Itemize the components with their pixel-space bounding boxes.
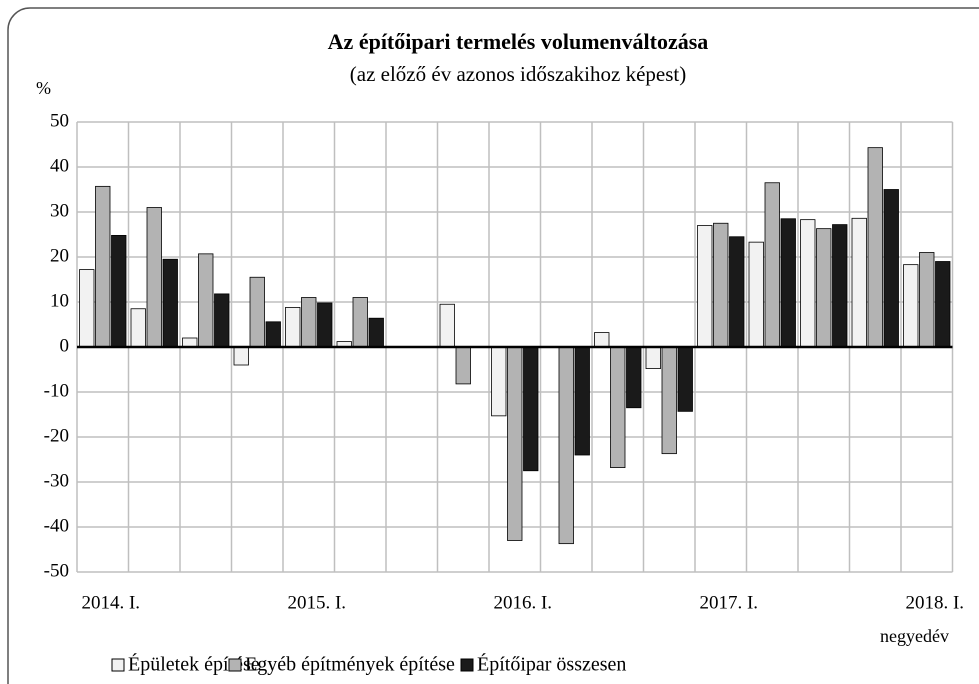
- y-tick-label: 0: [60, 335, 70, 356]
- y-tick-label: 20: [50, 245, 69, 266]
- bar: [816, 228, 832, 348]
- bar: [610, 346, 626, 468]
- bar: [903, 264, 919, 348]
- bar: [162, 258, 178, 348]
- chart-title: Az építőipari termelés volumenváltozása: [328, 29, 709, 54]
- bar: [523, 346, 539, 472]
- bar: [130, 308, 146, 348]
- bar: [780, 218, 796, 348]
- x-tick-label: 2017. I.: [699, 592, 758, 613]
- bar: [285, 306, 301, 348]
- bar: [764, 182, 780, 348]
- bar: [491, 346, 507, 417]
- bar: [748, 241, 764, 348]
- bar: [265, 321, 281, 348]
- bar: [111, 234, 127, 348]
- bar: [729, 236, 745, 348]
- y-tick-label: -20: [44, 425, 69, 446]
- bar: [800, 219, 816, 348]
- y-tick-label: -50: [44, 560, 69, 581]
- frame: [7, 7, 979, 684]
- bar: [919, 252, 935, 348]
- legend-label: Építőipar összesen: [477, 653, 626, 676]
- legend-label: Egyéb építmények építése: [245, 654, 455, 676]
- bar: [182, 337, 198, 348]
- bar: [851, 217, 867, 348]
- y-axis-label: %: [36, 78, 51, 98]
- x-tick-label: 2018. I.: [905, 592, 964, 613]
- y-tick-label: 30: [50, 200, 69, 221]
- bar: [198, 253, 214, 348]
- bar: [594, 332, 610, 348]
- x-tick-label: 2016. I.: [493, 592, 552, 613]
- bar: [233, 346, 249, 366]
- bar: [677, 346, 693, 412]
- bar: [249, 276, 265, 348]
- bar: [79, 269, 95, 348]
- y-tick-label: 50: [50, 110, 69, 131]
- y-tick-label: -10: [44, 380, 69, 401]
- y-tick-label: -30: [44, 470, 69, 491]
- bar: [867, 147, 883, 348]
- bar: [214, 293, 230, 348]
- bar: [507, 346, 523, 541]
- bar: [935, 261, 951, 348]
- legend-swatch: [460, 658, 474, 672]
- x-tick-label: 2014. I.: [81, 592, 140, 613]
- bar: [352, 297, 368, 348]
- y-tick-label: -40: [44, 515, 69, 536]
- chart-subtitle: (az előző év azonos időszakihoz képest): [350, 62, 686, 86]
- legend-label: Épületek építése: [128, 653, 260, 676]
- bar: [439, 303, 455, 348]
- bar: [301, 297, 317, 348]
- bar: [883, 189, 899, 348]
- y-tick-label: 10: [50, 290, 69, 311]
- y-tick-label: 40: [50, 155, 69, 176]
- bar: [455, 346, 471, 385]
- x-axis-label: negyedév: [880, 626, 949, 646]
- bar: [317, 302, 333, 348]
- legend-swatch: [228, 658, 242, 672]
- bar: [146, 207, 162, 348]
- bar: [713, 222, 729, 348]
- bar: [697, 225, 713, 348]
- x-tick-label: 2015. I.: [287, 592, 346, 613]
- legend-swatch: [111, 658, 125, 672]
- bar: [626, 346, 642, 409]
- bar: [645, 346, 661, 370]
- bar: [368, 317, 384, 348]
- bar: [558, 346, 574, 545]
- bar: [574, 346, 590, 456]
- bar: [832, 224, 848, 348]
- bar: [95, 185, 111, 348]
- bar: [661, 346, 677, 455]
